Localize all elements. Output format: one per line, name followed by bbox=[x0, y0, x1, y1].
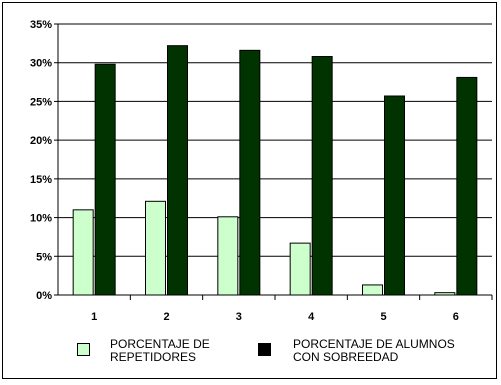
y-tick-label: 35% bbox=[30, 19, 52, 31]
bar-chart: 0% 5% 10% 15% 20% 25% 30% 35% 1 2 3 4 5 6 bbox=[30, 19, 493, 323]
y-tick-label: 30% bbox=[30, 58, 52, 70]
x-tick-labels: 1 2 3 4 5 6 bbox=[91, 311, 459, 323]
x-tick-label: 4 bbox=[308, 311, 315, 323]
x-tick-label: 1 bbox=[91, 311, 97, 323]
bars bbox=[72, 45, 478, 296]
y-tick-labels: 0% 5% 10% 15% 20% 25% 30% 35% bbox=[30, 19, 52, 302]
axes bbox=[54, 23, 493, 300]
bar-sobreedad-1 bbox=[94, 63, 116, 296]
x-tick-label: 6 bbox=[453, 311, 459, 323]
bar-repetidores-5 bbox=[362, 284, 383, 296]
bar-sobreedad-4 bbox=[311, 56, 333, 296]
y-tick-label: 25% bbox=[30, 96, 52, 108]
bar-sobreedad-2 bbox=[167, 45, 188, 296]
bar-repetidores-4 bbox=[289, 242, 311, 296]
legend-swatch-sobreedad bbox=[258, 343, 271, 356]
gridlines bbox=[58, 23, 492, 296]
x-tick-label: 5 bbox=[380, 311, 386, 323]
chart-frame: 0% 5% 10% 15% 20% 25% 30% 35% 1 2 3 4 5 6 PORCENTAJE… bbox=[2, 2, 497, 379]
bar-repetidores-3 bbox=[217, 216, 239, 296]
y-tick-label: 10% bbox=[30, 213, 52, 225]
legend-label-repetidores: PORCENTAJE DE REPETIDORES bbox=[110, 337, 210, 364]
bar-sobreedad-6 bbox=[456, 76, 478, 296]
y-tick-label: 0% bbox=[36, 290, 52, 302]
y-tick-label: 15% bbox=[30, 174, 52, 186]
y-tick-label: 5% bbox=[36, 251, 52, 263]
bar-repetidores-1 bbox=[72, 209, 94, 296]
bar-sobreedad-5 bbox=[384, 95, 405, 296]
bar-repetidores-2 bbox=[145, 200, 166, 296]
bar-sobreedad-3 bbox=[239, 49, 261, 296]
x-tick-label: 3 bbox=[236, 311, 242, 323]
legend-swatch-repetidores bbox=[77, 343, 90, 356]
legend-label-sobreedad: PORCENTAJE DE ALUMNOS CON SOBREEDAD bbox=[293, 337, 455, 364]
y-tick-label: 20% bbox=[30, 135, 52, 147]
x-tick-label: 2 bbox=[163, 311, 169, 323]
